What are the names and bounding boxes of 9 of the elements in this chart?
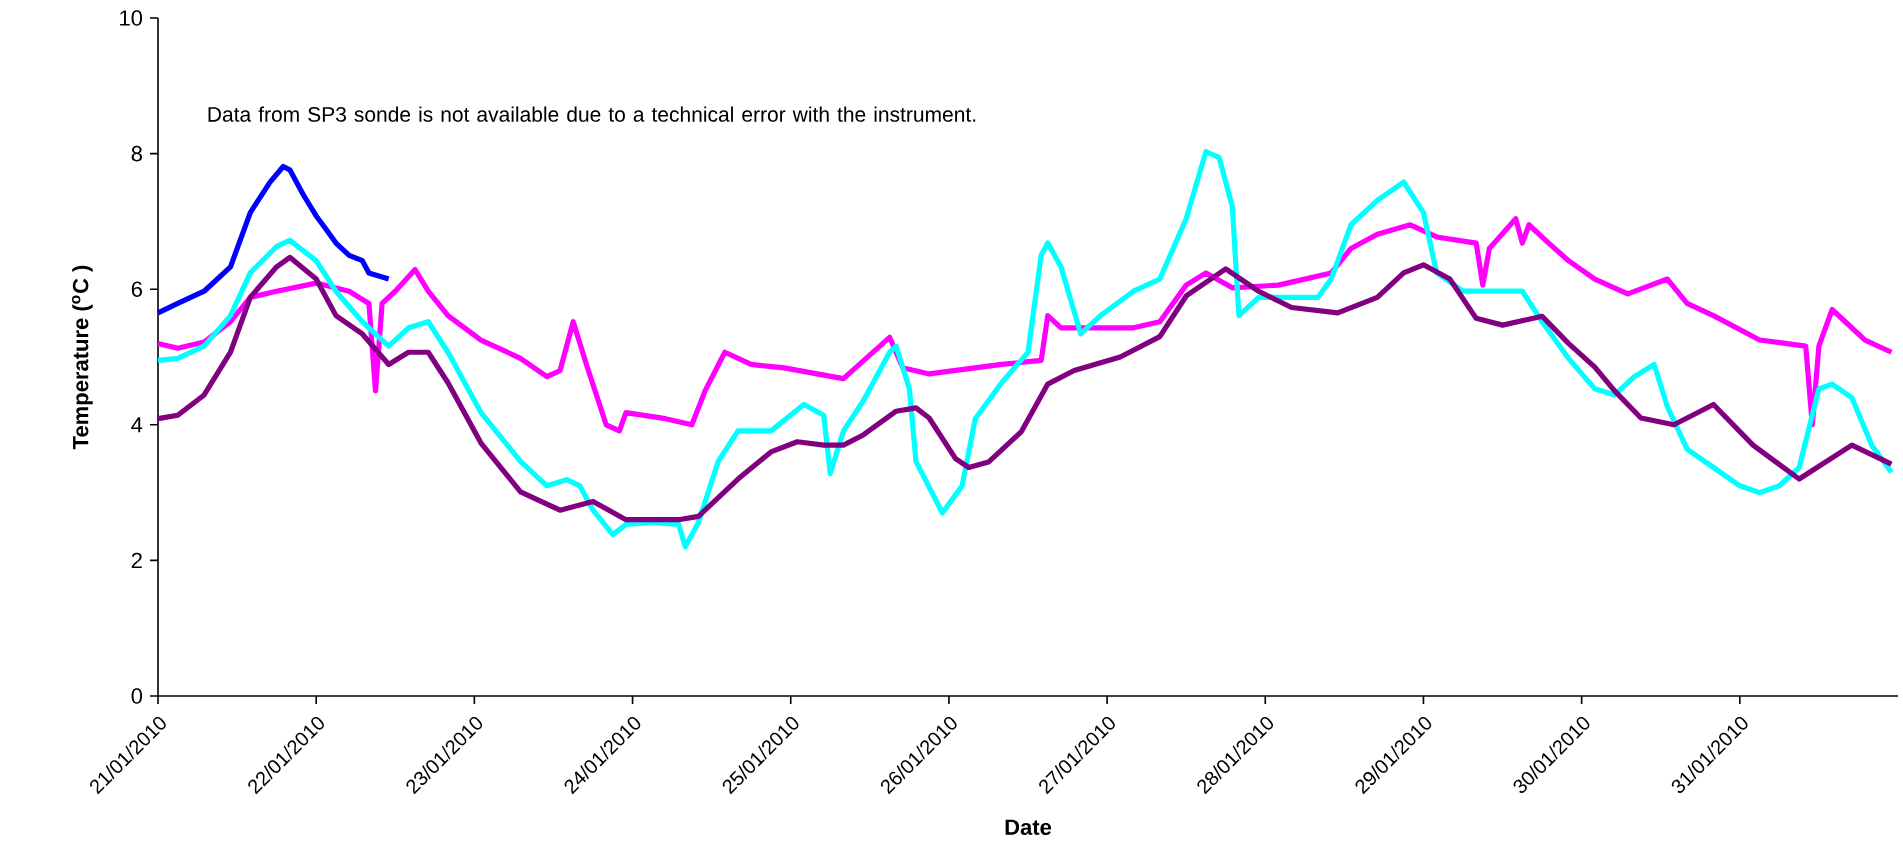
y-tick-label: 10	[120, 10, 143, 26]
y-tick-label: 6	[131, 281, 142, 297]
y-tick-label: 8	[131, 145, 142, 162]
y-tick-label: 2	[131, 552, 142, 569]
annotation: Data from SP3 sonde is not available due to a technical error with the instrument.	[208, 106, 976, 122]
x-axis-title: Date	[1005, 819, 1052, 835]
y-tick-label: 4	[131, 417, 143, 433]
y-axis-title: Temperature ($^{o}$C )	[71, 265, 93, 450]
y-tick-label: 0	[131, 688, 143, 704]
